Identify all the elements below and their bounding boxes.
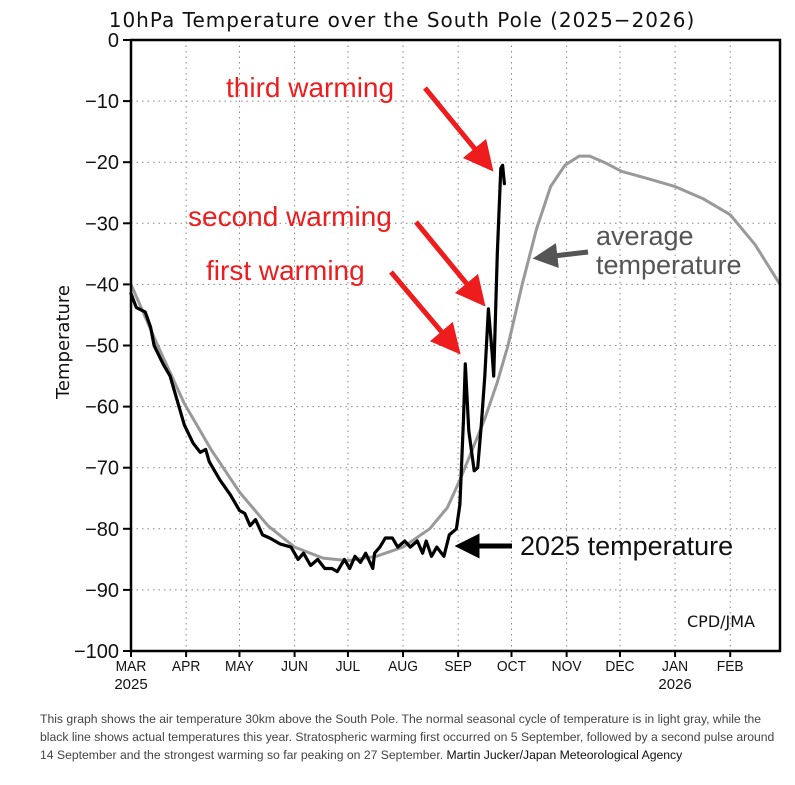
y-axis: 0 −10 −20 −30 −40 −50 −60 −70 −80 −90 −100 [74,30,131,663]
annotation-2025-temperature: 2025 temperature [520,531,733,561]
x-tick-label: MAY [225,659,254,676]
chart: 10hPa Temperature over the South Pole (2… [53,8,782,693]
annotation-second-warming: second warming [188,201,392,232]
y-tick-label: −100 [74,641,119,663]
temperature-2025-line [129,163,506,574]
chart-title: 10hPa Temperature over the South Pole (2… [109,8,696,32]
x-tick-sublabel: 2025 [114,676,147,693]
x-tick-label: JUN [281,659,308,676]
source-label: CPD/JMA [687,612,755,631]
arrow-average-temperature [532,243,589,268]
x-tick-label: NOV [552,659,582,676]
annotation-first-warming: first warming [206,255,365,286]
annotation-third-warming: third warming [226,72,394,103]
y-tick-label: −70 [85,458,119,480]
average-temperature-line [129,154,782,563]
figure-caption: This graph shows the air temperature 30k… [40,710,780,764]
y-tick-label: 0 [108,30,119,52]
x-tick-label: OCT [497,659,526,676]
y-tick-label: −10 [85,91,119,113]
caption-text: This graph shows the air temperature 30k… [40,712,775,762]
x-tick-sublabel: 2026 [658,676,691,693]
plot-frame [129,38,782,653]
x-tick-label: JUL [336,659,361,676]
y-tick-label: −80 [85,519,119,541]
y-tick-label: −50 [85,336,119,358]
y-tick-label: −60 [85,397,119,419]
y-axis-label: Temperature [53,285,74,400]
series-group [129,154,782,574]
x-tick-label: MAR [116,659,147,676]
arrow-second-warming [414,220,486,307]
x-tick-label: JAN [662,659,688,676]
arrow-first-warming [389,270,461,355]
y-tick-label: −90 [85,580,119,602]
annotation-average-line2: temperature [596,250,742,280]
arrow-third-warming [423,86,494,172]
x-tick-label: SEP [444,659,472,676]
x-tick-label: APR [172,659,200,676]
x-tick-label: DEC [605,659,634,676]
caption-credit: Martin Jucker/Japan Meteorological Agenc… [446,748,683,762]
y-tick-label: −30 [85,213,119,235]
x-tick-label: AUG [388,659,418,676]
x-tick-label: FEB [717,659,744,676]
y-tick-label: −20 [85,152,119,174]
annotation-average-line1: average [596,221,694,251]
y-tick-label: −40 [85,274,119,296]
